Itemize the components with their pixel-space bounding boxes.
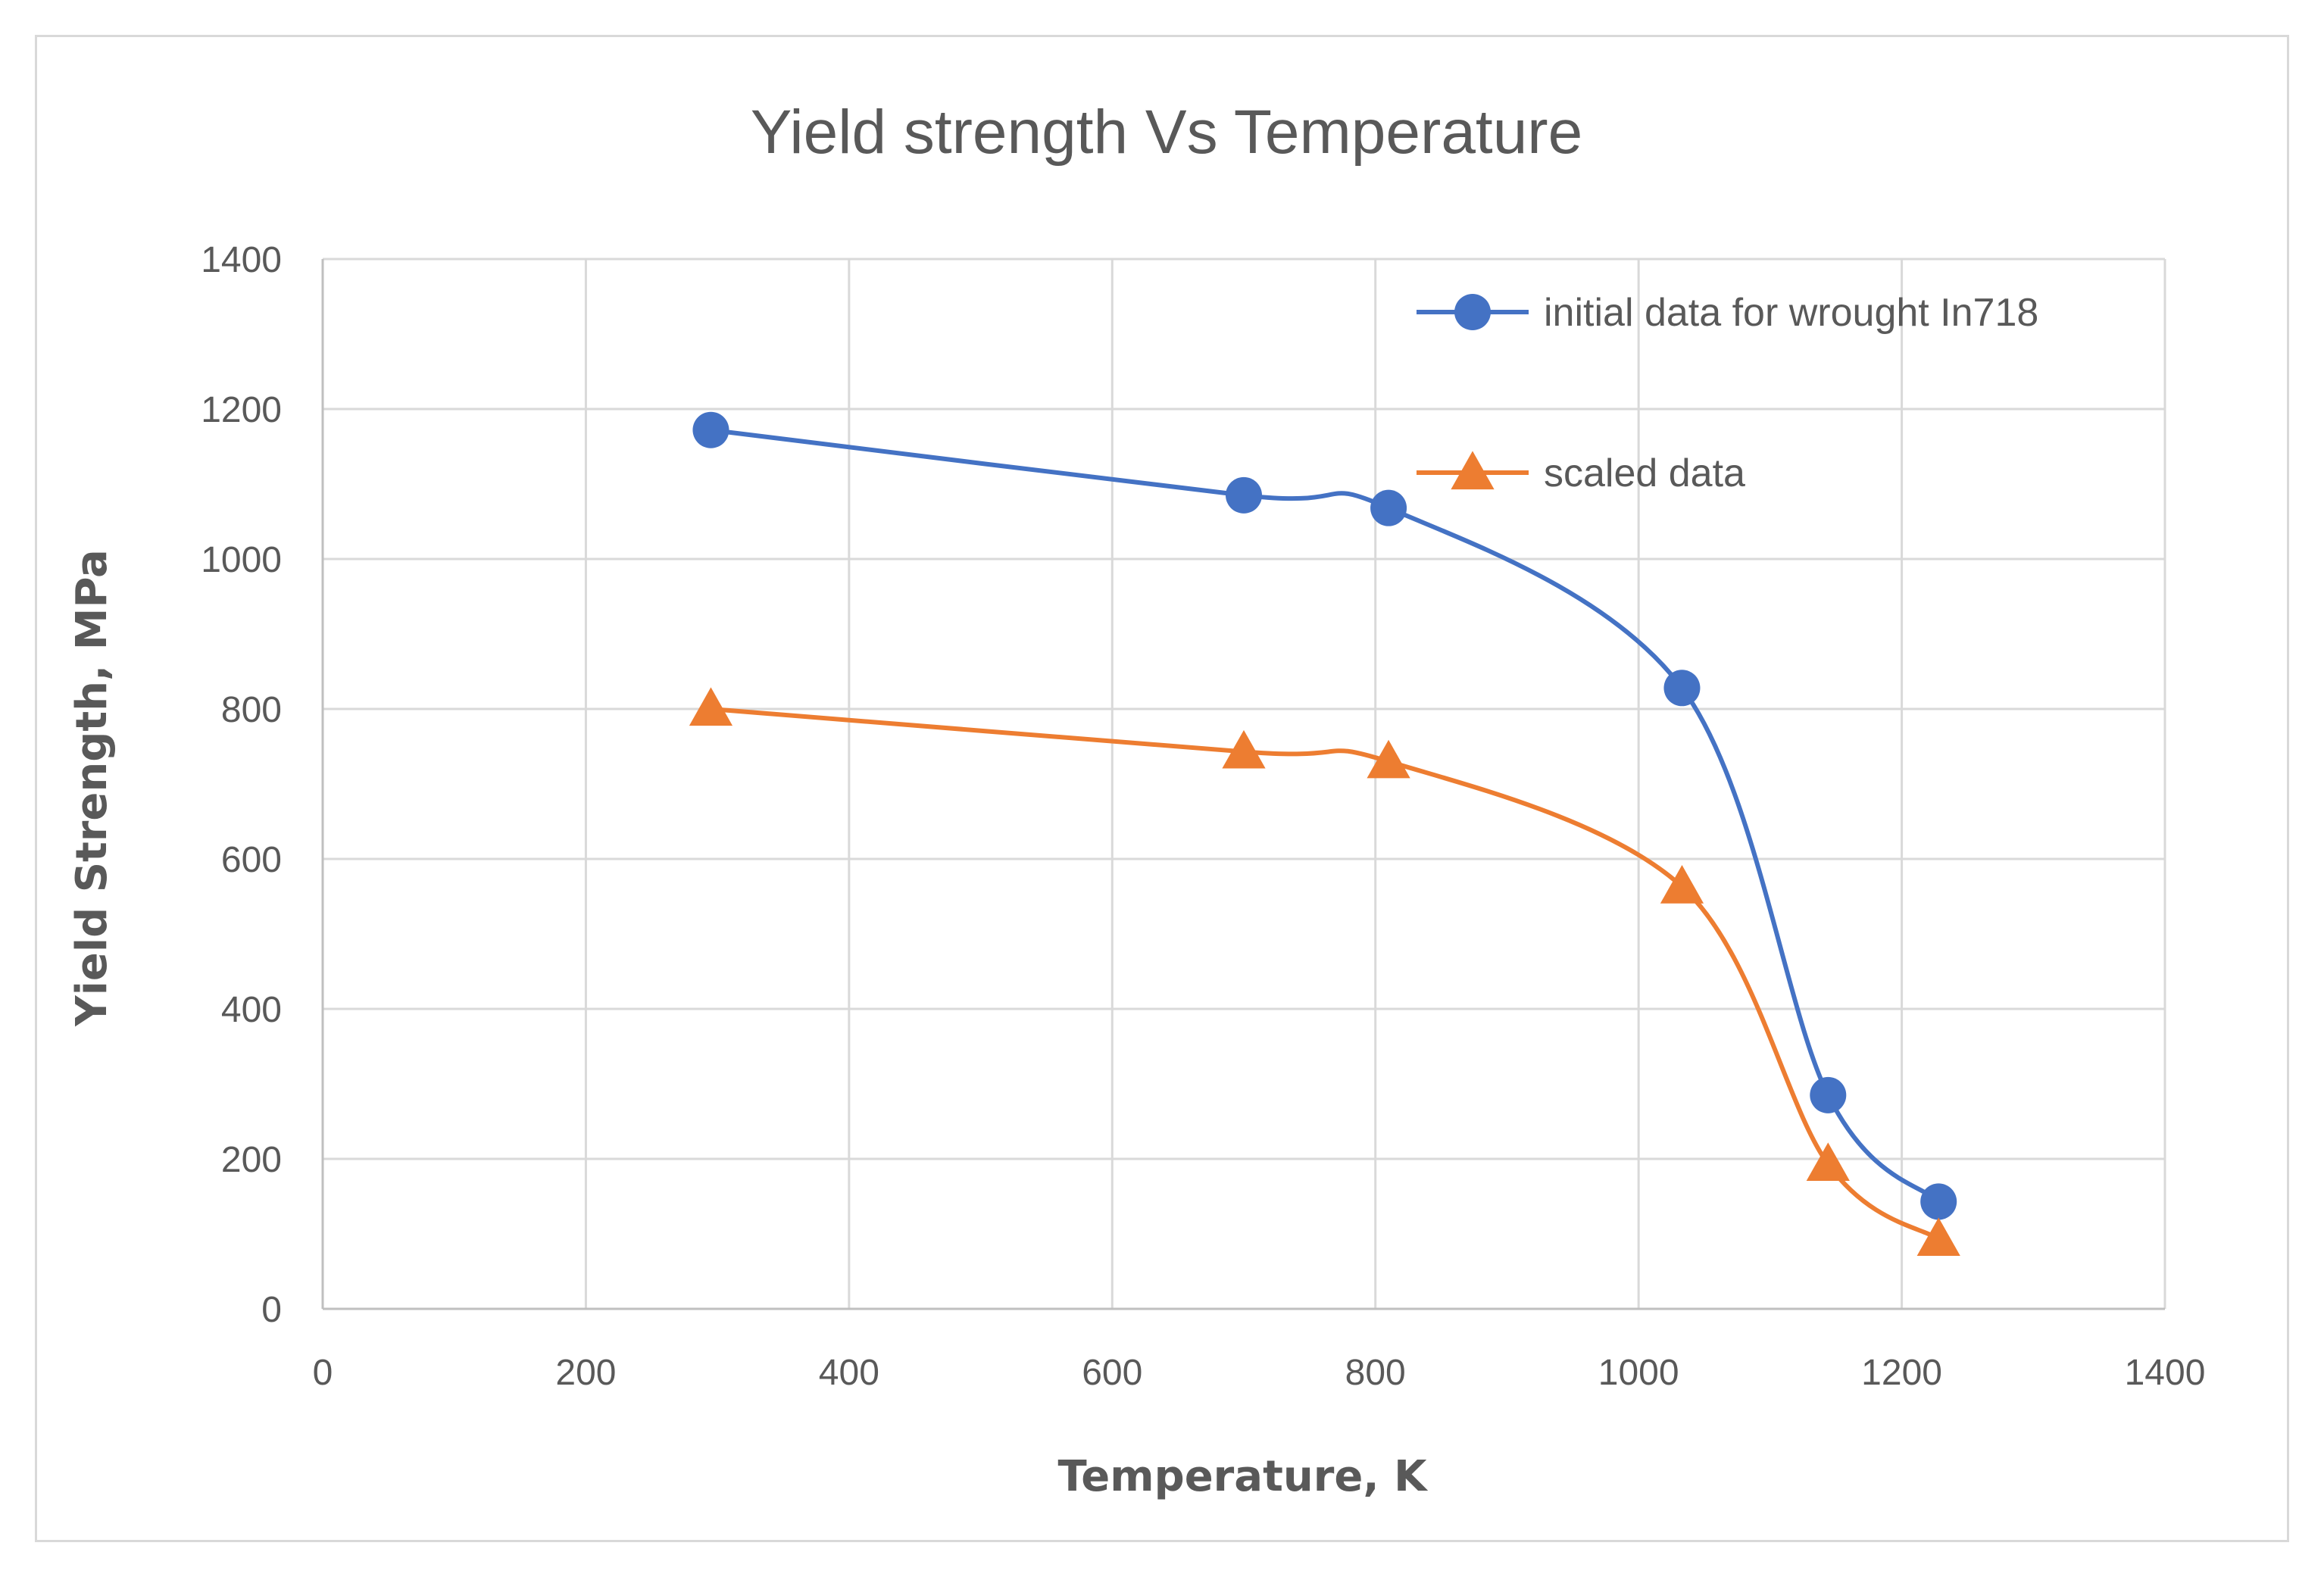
x-tick-label: 1200: [1861, 1353, 1942, 1393]
series-1: [692, 411, 1957, 1220]
data-point: [1367, 739, 1410, 779]
y-tick-label: 1200: [201, 390, 282, 430]
legend-label: scaled data: [1544, 451, 1745, 495]
series-line: [711, 427, 1941, 1204]
series-line: [711, 707, 1940, 1241]
data-point: [689, 687, 733, 726]
x-tick-label: 800: [1345, 1353, 1406, 1393]
x-axis-title: Temperature, K: [1058, 1452, 1429, 1501]
x-tick-label: 200: [555, 1353, 616, 1393]
legend-entry: initial data for wrought In718: [1417, 291, 2038, 335]
y-tick-label: 600: [221, 840, 282, 880]
series-2: [689, 687, 1960, 1257]
y-tick-label: 0: [261, 1290, 282, 1330]
y-tick-label: 1000: [201, 540, 282, 580]
data-point: [1226, 476, 1262, 514]
data-point: [1222, 729, 1266, 769]
data-point: [1920, 1183, 1957, 1220]
chart-title: Yield strength Vs Temperature: [751, 98, 1582, 167]
y-tick-label: 800: [221, 690, 282, 730]
grid: [323, 258, 2166, 1309]
data-point: [1663, 670, 1701, 707]
chart-area: [35, 35, 2289, 1542]
legend-marker: [1451, 451, 1495, 490]
legend-label: initial data for wrought In718: [1544, 291, 2038, 335]
x-tick-label: 400: [819, 1353, 879, 1393]
data-point: [1806, 1142, 1850, 1182]
data-point: [1660, 865, 1704, 904]
x-tick-label: 0: [313, 1353, 333, 1393]
data-point: [1810, 1076, 1847, 1113]
x-tick-label: 1000: [1598, 1353, 1679, 1393]
x-tick-label: 1400: [2125, 1353, 2206, 1393]
data-point: [1370, 489, 1407, 526]
data-point: [1916, 1217, 1960, 1257]
y-tick-label: 400: [221, 990, 282, 1030]
y-axis-title: Yield Strength, MPa: [67, 549, 117, 1027]
axes: 0 200 400 600 800 1000 1200 1400 0 200 400 600 800 10…: [201, 240, 2205, 1393]
y-tick-label: 200: [221, 1140, 282, 1180]
legend-entry: scaled data: [1417, 451, 1745, 495]
x-tick-label: 600: [1082, 1353, 1142, 1393]
legend-marker: [1454, 294, 1491, 330]
plot-series: [689, 411, 1960, 1257]
legend: initial data for wrought In718 scaled dat…: [1417, 291, 2038, 495]
y-tick-label: 1400: [201, 240, 282, 280]
data-point: [692, 411, 729, 448]
